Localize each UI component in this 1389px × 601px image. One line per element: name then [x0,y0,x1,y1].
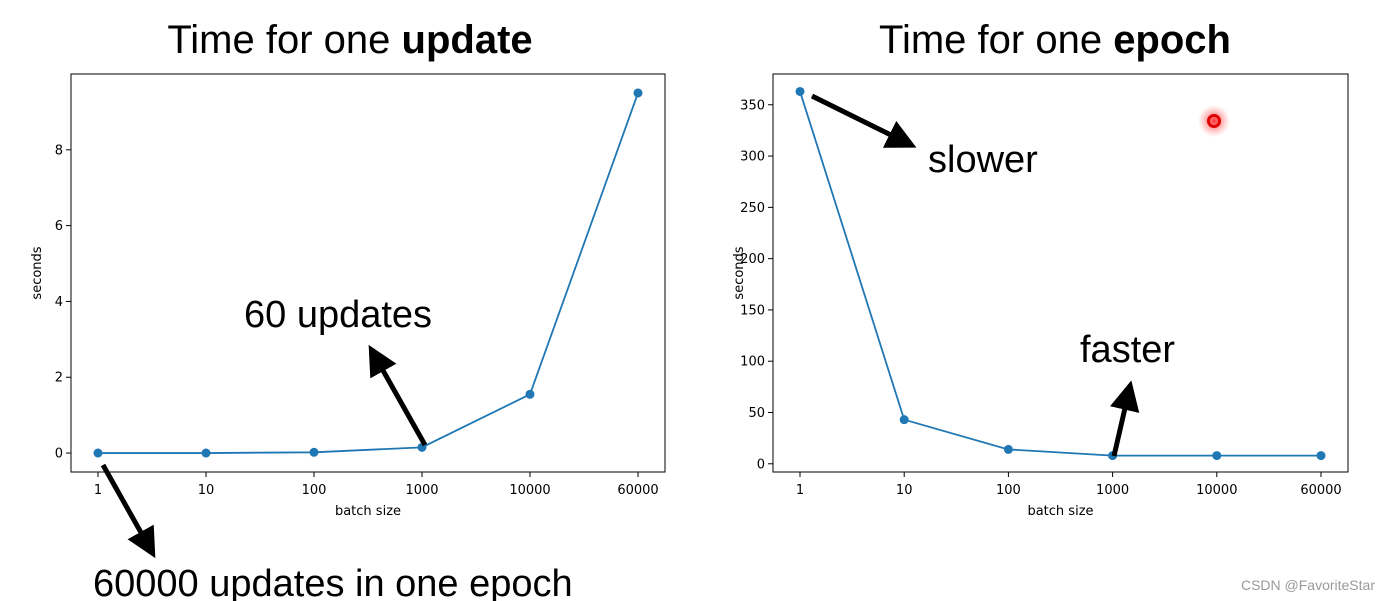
chart1-y-tick-label: 2 [55,371,63,386]
chart1-y-tick-label: 8 [55,143,63,158]
chart2-x-tick-label: 1 [796,483,804,498]
chart2-plot-frame [772,73,1349,473]
chart1-x-tick-label: 10 [198,483,215,498]
chart2-data-point [1212,451,1222,461]
cursor-ring-icon [1207,114,1221,128]
chart1-x-tick-label: 60000 [617,483,658,498]
chart2-data-point [1003,444,1013,454]
chart2-x-tick-label: 1000 [1096,483,1129,498]
chart2-data-point [795,86,805,96]
title-epoch-bold: epoch [1113,18,1231,62]
chart1-x-tick-label: 1 [94,483,102,498]
chart2-series-line [799,91,1321,457]
chart1-plot-frame [70,73,666,473]
annotation-60-updates: 60 updates [244,294,432,336]
chart2-x-tick-label: 10 [896,483,913,498]
chart1-data-point [309,447,319,457]
title-epoch-prefix: Time for one [879,18,1114,62]
chart2-y-tick-label: 50 [748,406,765,421]
chart2-y-tick-label: 0 [757,457,765,472]
chart1-data-point [633,88,643,98]
chart2-x-axis-label: batch size [1027,504,1093,519]
annotation-slower: slower [928,139,1038,181]
chart2-data-point [899,415,909,425]
chart2-x-tick-label: 100 [996,483,1021,498]
title-update-prefix: Time for one [167,18,402,62]
chart1-series-line [98,92,639,454]
annotation-faster: faster [1080,329,1175,371]
chart2-x-tick-label: 60000 [1300,483,1341,498]
cursor-highlight-icon [1198,105,1230,137]
chart2-y-tick-label: 300 [740,150,765,165]
chart1-y-tick-label: 0 [55,447,63,462]
chart2-y-axis-label: seconds [732,246,747,299]
chart1-data-point [525,389,535,399]
title-update-bold: update [401,18,533,62]
watermark: CSDN @FavoriteStar [1240,577,1375,593]
arrow-slower [810,93,917,148]
chart1-x-tick-label: 10000 [509,483,550,498]
chart1-data-point [93,448,103,458]
chart1-y-tick-label: 4 [55,295,63,310]
chart1-y-axis-label: seconds [30,246,45,299]
chart2-y-tick-label: 250 [740,201,765,216]
chart1-x-tick-label: 1000 [405,483,438,498]
chart2-y-tick-label: 150 [740,303,765,318]
chart1-data-point [201,448,211,458]
chart-title-epoch: Time for one epoch [780,12,1330,68]
chart2-y-tick-label: 100 [740,355,765,370]
chart-title-update: Time for one update [80,12,620,68]
chart2-y-tick-label: 350 [740,98,765,113]
arrow-faster [1110,380,1140,457]
chart1-x-axis-label: batch size [335,504,401,519]
arrow-60000-updates [100,463,156,559]
chart2-x-tick-label: 10000 [1196,483,1237,498]
chart2-y-tick-label: 200 [740,252,765,267]
annotation-60000-updates: 60000 updates in one epoch [93,563,573,601]
chart1-y-tick-label: 6 [55,219,63,234]
arrow-60-updates [368,344,428,447]
chart1-x-tick-label: 100 [302,483,327,498]
chart2-data-point [1316,451,1326,461]
